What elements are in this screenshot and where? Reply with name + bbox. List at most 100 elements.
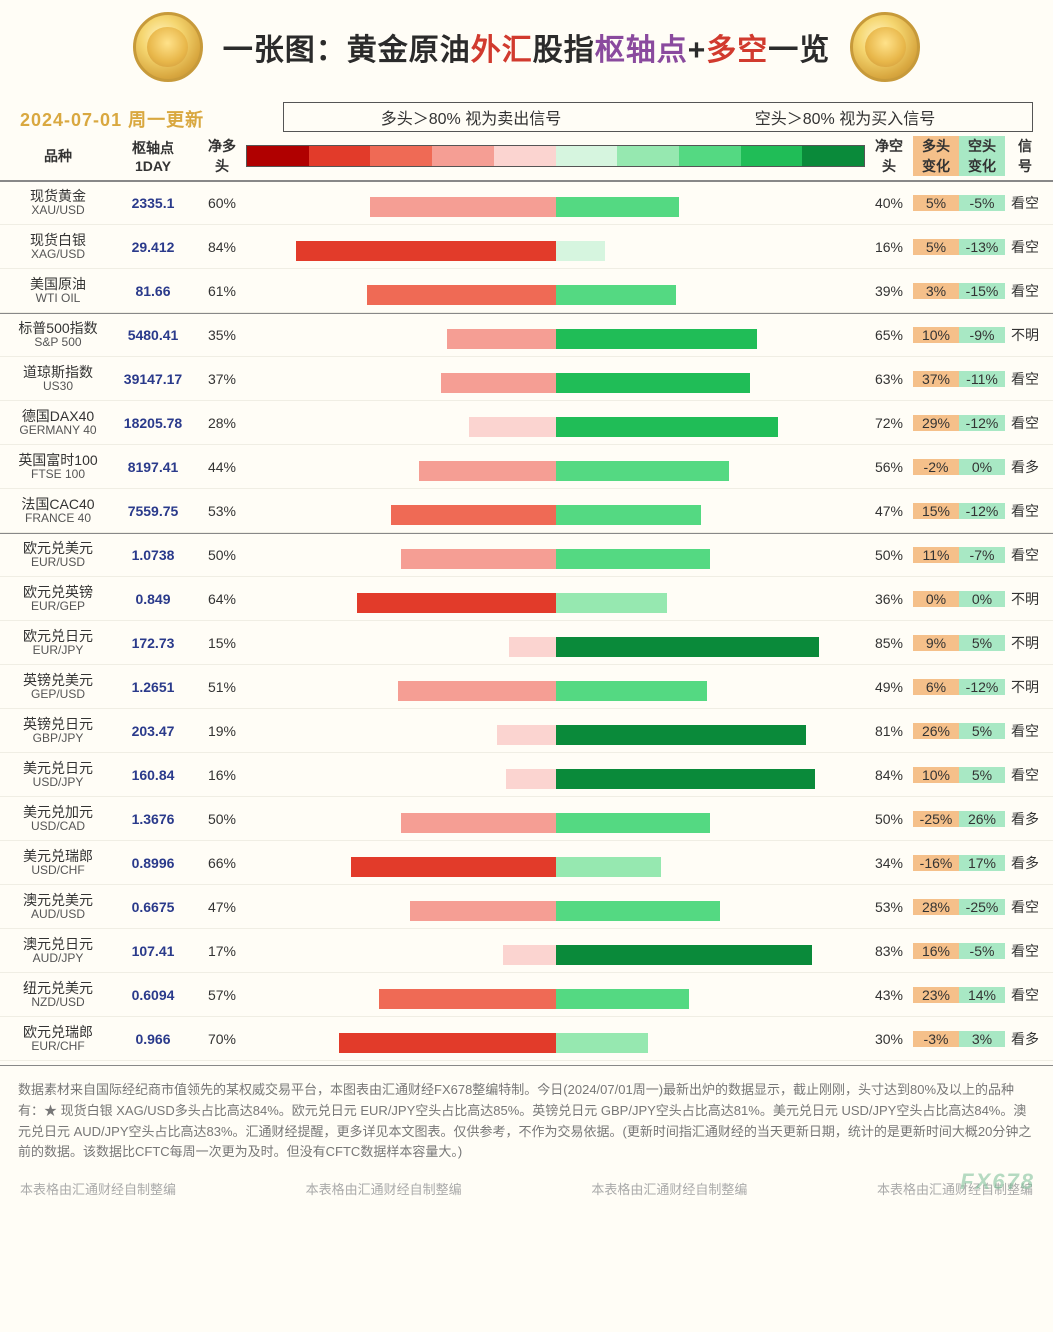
short-bar [556,989,689,1009]
net-short-pct: 30% [865,1031,913,1047]
pivot-value: 8197.41 [108,459,198,475]
signal-label: 看空 [1005,369,1045,389]
long-bar [367,285,556,305]
instrument-name-cn: 美国原油 [8,276,108,292]
instrument-name: 美元兑日元USD/JPY [8,760,108,790]
position-bar [246,893,865,921]
signal-label: 看多 [1005,1029,1045,1049]
signal-label: 看空 [1005,501,1045,521]
position-bar [246,365,865,393]
instrument-name-en: GBP/JPY [8,732,108,746]
pivot-value: 2335.1 [108,195,198,211]
gradient-cell [617,146,679,166]
long-change: 26% [913,723,959,739]
pivot-value: 18205.78 [108,415,198,431]
pivot-value: 0.849 [108,591,198,607]
position-bar [246,629,865,657]
long-bar [419,461,555,481]
net-long-pct: 15% [198,635,246,651]
instrument-name: 纽元兑美元NZD/USD [8,980,108,1010]
long-bar [509,637,555,657]
short-bar [556,945,813,965]
signal-label: 看空 [1005,897,1045,917]
instrument-name-cn: 美元兑瑞郎 [8,848,108,864]
col-header-name: 品种 [8,146,108,166]
short-change: -12% [959,679,1005,695]
instrument-name-en: USD/CAD [8,820,108,834]
instrument-name-cn: 欧元兑英镑 [8,584,108,600]
position-bar [246,761,865,789]
position-bar [246,981,865,1009]
table-row: 美元兑加元USD/CAD1.367650%50%-25%26%看多 [0,797,1053,841]
instrument-name-cn: 澳元兑日元 [8,936,108,952]
table-row: 英镑兑日元GBP/JPY203.4719%81%26%5%看空 [0,709,1053,753]
net-short-pct: 81% [865,723,913,739]
gradient-cell [679,146,741,166]
long-change: 11% [913,547,959,563]
signal-label: 看空 [1005,413,1045,433]
signal-label: 不明 [1005,325,1045,345]
position-bar [246,585,865,613]
gradient-cell [494,146,556,166]
instrument-name: 现货黄金XAU/USD [8,188,108,218]
long-bar [401,549,556,569]
short-bar [556,593,667,613]
instrument-name-en: USD/CHF [8,864,108,878]
update-date: 2024-07-01 周一更新 [20,106,275,132]
net-long-pct: 19% [198,723,246,739]
net-short-pct: 16% [865,239,913,255]
position-bar [246,409,865,437]
instrument-name: 澳元兑美元AUD/USD [8,892,108,922]
instrument-name: 欧元兑瑞郎EUR/CHF [8,1024,108,1054]
instrument-name-cn: 欧元兑日元 [8,628,108,644]
long-bar [296,241,556,261]
net-long-pct: 51% [198,679,246,695]
long-bar [351,857,555,877]
table-row: 欧元兑日元EUR/JPY172.7315%85%9%5%不明 [0,621,1053,665]
long-bar [357,593,555,613]
long-change: 28% [913,899,959,915]
net-short-pct: 36% [865,591,913,607]
signal-label: 看空 [1005,941,1045,961]
instrument-name: 欧元兑日元EUR/JPY [8,628,108,658]
col-header-long-change: 多头变化 [913,136,959,176]
net-short-pct: 43% [865,987,913,1003]
pivot-value: 0.966 [108,1031,198,1047]
table-row: 道琼斯指数US3039147.1737%63%37%-11%看空 [0,357,1053,401]
net-long-pct: 50% [198,811,246,827]
credits-row: 本表格由汇通财经自制整编 本表格由汇通财经自制整编 本表格由汇通财经自制整编 本… [0,1171,1053,1212]
net-short-pct: 72% [865,415,913,431]
position-bar [246,541,865,569]
short-change: 5% [959,635,1005,651]
long-bar [401,813,556,833]
gradient-cell [432,146,494,166]
long-bar [441,373,556,393]
watermark: FX678 [960,1164,1035,1199]
short-bar [556,813,711,833]
pivot-value: 172.73 [108,635,198,651]
instrument-name-cn: 道琼斯指数 [8,364,108,380]
col-header-short-change: 空头变化 [959,136,1005,176]
position-table: 品种 枢轴点1DAY 净多头 净空头 多头变化 空头变化 信号 现货黄金XAU/… [0,136,1053,1061]
net-long-pct: 17% [198,943,246,959]
gradient-cell [556,146,618,166]
net-short-pct: 84% [865,767,913,783]
table-row: 欧元兑瑞郎EUR/CHF0.96670%30%-3%3%看多 [0,1017,1053,1061]
instrument-name-cn: 英镑兑美元 [8,672,108,688]
short-bar [556,725,807,745]
position-bar [246,277,865,305]
signal-label: 不明 [1005,633,1045,653]
instrument-name-en: NZD/USD [8,996,108,1010]
long-bar [410,901,555,921]
table-row: 标普500指数S&P 5005480.4135%65%10%-9%不明 [0,313,1053,357]
short-bar [556,901,720,921]
table-row: 欧元兑美元EUR/USD1.073850%50%11%-7%看空 [0,533,1053,577]
instrument-name: 美元兑加元USD/CAD [8,804,108,834]
long-change: 10% [913,767,959,783]
gradient-cell [741,146,803,166]
instrument-name: 标普500指数S&P 500 [8,320,108,350]
short-bar [556,329,757,349]
long-bar [391,505,555,525]
long-change: 5% [913,195,959,211]
net-short-pct: 83% [865,943,913,959]
